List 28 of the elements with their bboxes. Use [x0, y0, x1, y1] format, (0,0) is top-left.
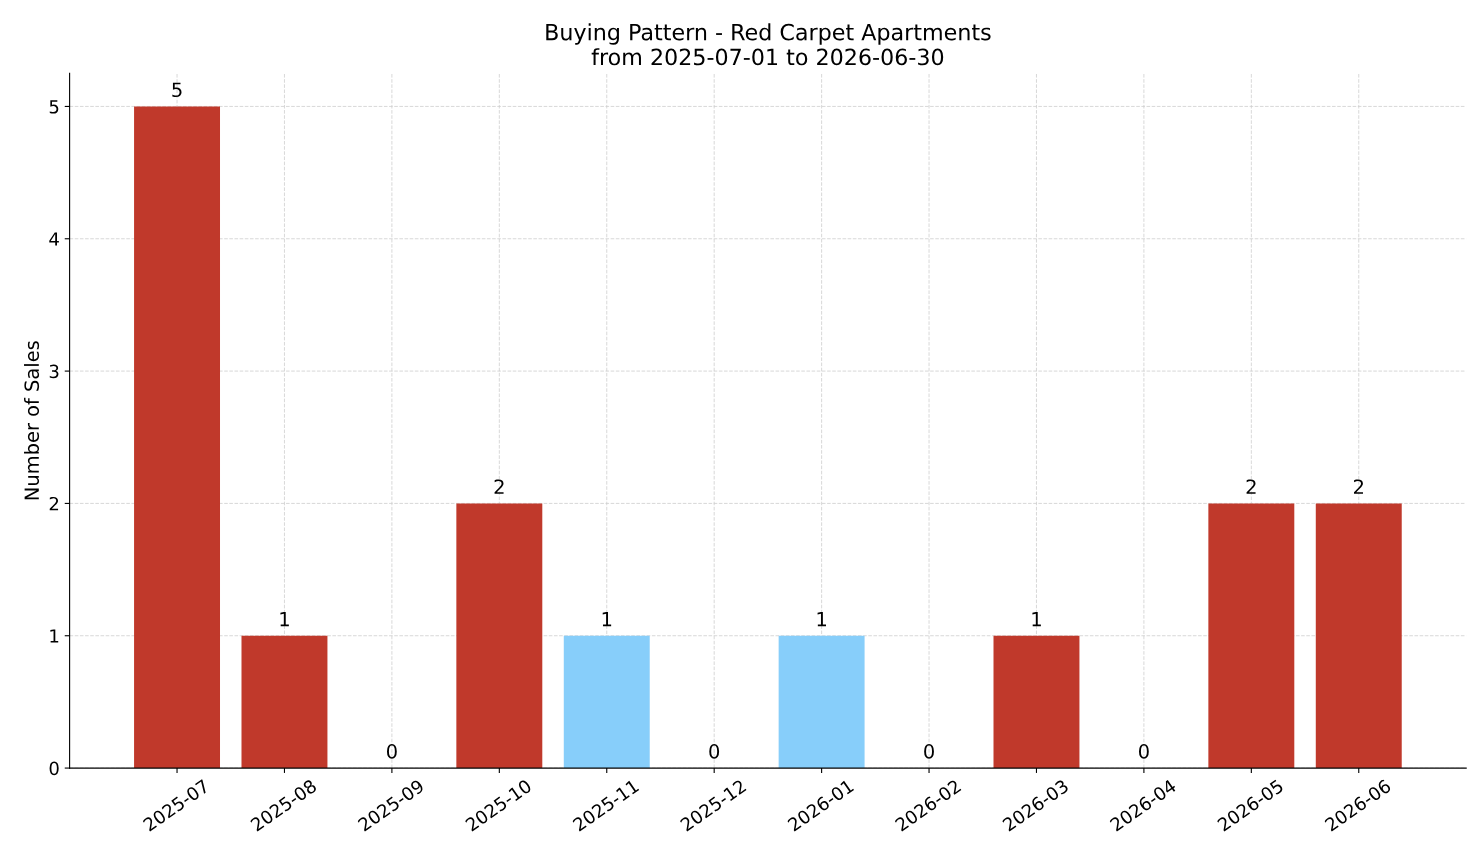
data-label: 0 — [1139, 744, 1149, 759]
y-tick-label: 5 — [49, 100, 59, 114]
data-label: 5 — [172, 82, 182, 98]
data-label: 1 — [280, 611, 289, 627]
y-tick-label: 3 — [49, 364, 59, 379]
bar — [134, 106, 221, 769]
y-tick-label: 4 — [49, 232, 59, 246]
y-tick-label: 2 — [49, 496, 59, 511]
bar — [993, 635, 1080, 769]
y-axis-title: Number of Sales — [24, 341, 40, 500]
bar — [241, 635, 328, 769]
data-label: 2 — [1246, 479, 1256, 494]
data-label: 1 — [1032, 611, 1041, 627]
data-label: 0 — [924, 744, 934, 759]
data-label: 2 — [494, 479, 504, 494]
data-label: 1 — [817, 611, 826, 627]
bar — [1315, 503, 1402, 769]
y-tick-label: 1 — [50, 629, 59, 643]
data-label: 2 — [1354, 479, 1363, 494]
bar — [778, 635, 865, 769]
data-label: 0 — [709, 744, 720, 759]
data-label: 1 — [602, 611, 612, 627]
chart-title: Buying Pattern - Red Carpet Apartments from 2025-07-01 to 2026-06-30 — [546, 23, 991, 66]
data-label: 0 — [386, 744, 397, 759]
bar — [1208, 503, 1295, 769]
y-tick-label: 0 — [49, 761, 59, 776]
bar — [456, 503, 543, 769]
bar — [563, 635, 650, 769]
